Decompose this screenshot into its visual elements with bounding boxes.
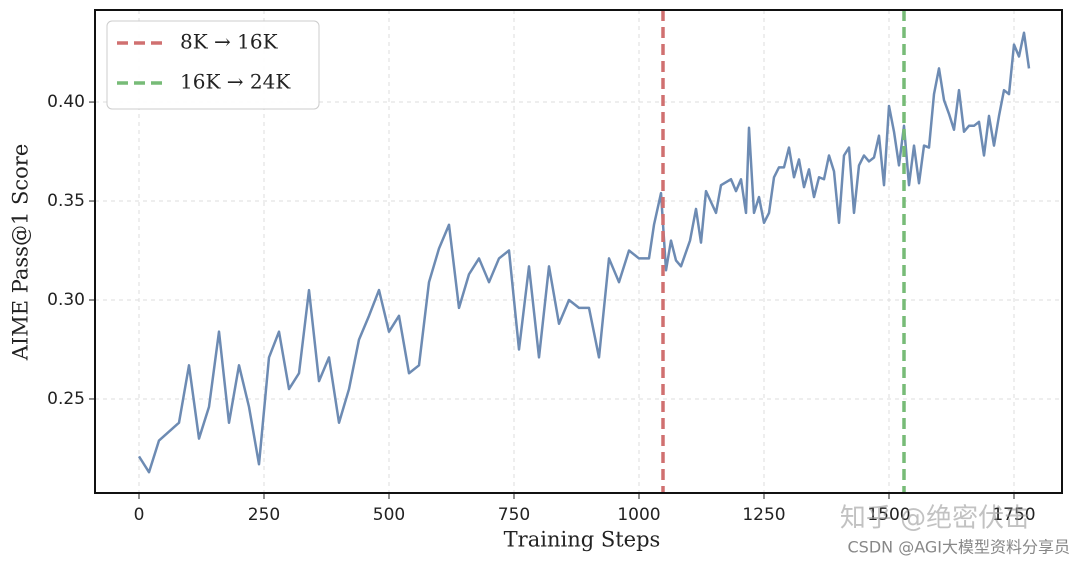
plot-frame xyxy=(94,9,1063,494)
data-line xyxy=(137,31,1031,474)
y-tick-label: 0.35 xyxy=(47,191,85,211)
x-axis-label: Training Steps xyxy=(504,528,661,552)
y-tick-label: 0.40 xyxy=(47,92,85,112)
y-axis-label: AIME Pass@1 Score xyxy=(9,144,33,362)
x-tick-label: 1750 xyxy=(992,505,1035,525)
watermark: CSDN @AGI大模型资料分享员 xyxy=(848,538,1071,557)
x-tick-label: 0 xyxy=(134,505,145,525)
watermark: 知乎 @绝密伏击 xyxy=(840,504,1030,534)
legend-label: 8K → 16K xyxy=(180,30,279,54)
y-tick-label: 0.30 xyxy=(47,290,85,310)
y-tick-label: 0.25 xyxy=(47,389,85,409)
x-tick-label: 500 xyxy=(373,505,405,525)
x-tick-label: 1500 xyxy=(867,505,910,525)
x-tick-label: 250 xyxy=(248,505,280,525)
x-tick-label: 750 xyxy=(498,505,530,525)
x-tick-label: 1250 xyxy=(742,505,785,525)
x-tick-label: 1000 xyxy=(617,505,660,525)
legend-label: 16K → 24K xyxy=(180,70,291,94)
legend: 8K → 16K 16K → 24K xyxy=(106,20,320,110)
